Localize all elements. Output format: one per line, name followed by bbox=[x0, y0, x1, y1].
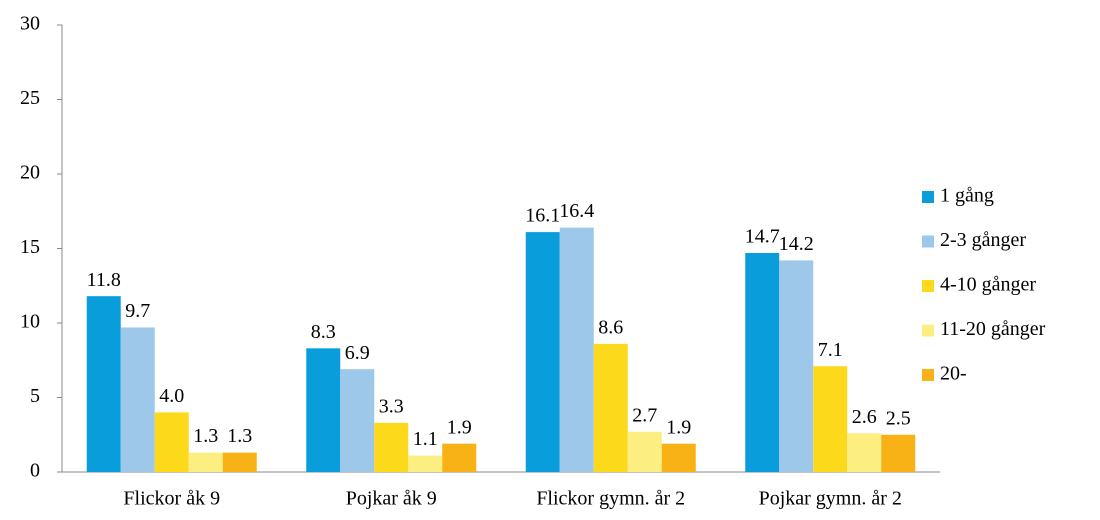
value-label: 3.3 bbox=[379, 395, 404, 417]
value-label: 2.7 bbox=[632, 404, 657, 426]
value-label: 8.3 bbox=[311, 321, 336, 343]
legend-swatch bbox=[922, 324, 934, 337]
legend-swatch bbox=[922, 191, 934, 203]
bar bbox=[340, 369, 375, 472]
bar bbox=[779, 260, 814, 472]
bar bbox=[593, 343, 628, 472]
x-tick-label: Flickor gymn. år 2 bbox=[536, 488, 685, 510]
bar bbox=[306, 348, 341, 472]
x-tick-label: Flickor åk 9 bbox=[123, 488, 220, 510]
legend-label: 20- bbox=[940, 363, 967, 385]
bar bbox=[661, 443, 696, 472]
legend-label: 11-20 gånger bbox=[940, 318, 1046, 340]
legend-swatch bbox=[922, 369, 934, 381]
value-label: 14.2 bbox=[779, 233, 814, 255]
y-tick-label: 15 bbox=[20, 236, 40, 258]
value-label: 2.6 bbox=[852, 406, 877, 428]
bar bbox=[374, 422, 409, 472]
bar bbox=[881, 434, 916, 472]
value-label: 2.5 bbox=[886, 407, 911, 429]
value-label: 16.1 bbox=[525, 205, 560, 227]
value-label: 7.1 bbox=[818, 339, 843, 361]
value-label: 1.3 bbox=[227, 425, 252, 447]
legend-swatch bbox=[922, 235, 934, 248]
y-tick-label: 5 bbox=[30, 385, 40, 407]
value-label: 1.1 bbox=[413, 428, 438, 450]
bar bbox=[525, 232, 560, 472]
y-tick-label: 20 bbox=[20, 162, 40, 184]
value-label: 4.0 bbox=[159, 385, 184, 407]
bar bbox=[408, 455, 443, 472]
value-label: 8.6 bbox=[598, 316, 623, 338]
y-tick-label: 25 bbox=[20, 87, 40, 109]
value-label: 14.7 bbox=[745, 226, 780, 248]
bar bbox=[813, 366, 848, 472]
bar bbox=[847, 433, 882, 472]
bar bbox=[442, 443, 477, 472]
bar bbox=[559, 227, 594, 472]
legend-label: 1 gång bbox=[940, 185, 994, 207]
legend-label: 4-10 gånger bbox=[940, 274, 1036, 296]
y-tick-label: 10 bbox=[20, 311, 40, 333]
value-label: 16.4 bbox=[559, 200, 594, 222]
value-label: 1.9 bbox=[447, 416, 472, 438]
bar bbox=[188, 452, 223, 472]
y-tick-label: 0 bbox=[30, 460, 40, 482]
x-tick-label: Pojkar åk 9 bbox=[346, 488, 437, 510]
value-label: 11.8 bbox=[87, 269, 121, 291]
value-label: 6.9 bbox=[345, 342, 370, 364]
bar bbox=[745, 252, 780, 472]
bar bbox=[120, 327, 155, 472]
legend-swatch bbox=[922, 280, 934, 292]
bar bbox=[154, 412, 189, 472]
x-tick-label: Pojkar gymn. år 2 bbox=[759, 488, 902, 510]
value-label: 1.9 bbox=[666, 416, 691, 438]
bar bbox=[627, 431, 662, 472]
legend-label: 2-3 gånger bbox=[940, 229, 1026, 251]
value-label: 9.7 bbox=[125, 300, 150, 322]
bar bbox=[86, 296, 121, 472]
y-tick-label: 30 bbox=[20, 13, 40, 35]
bar bbox=[222, 452, 257, 472]
value-label: 1.3 bbox=[193, 425, 218, 447]
